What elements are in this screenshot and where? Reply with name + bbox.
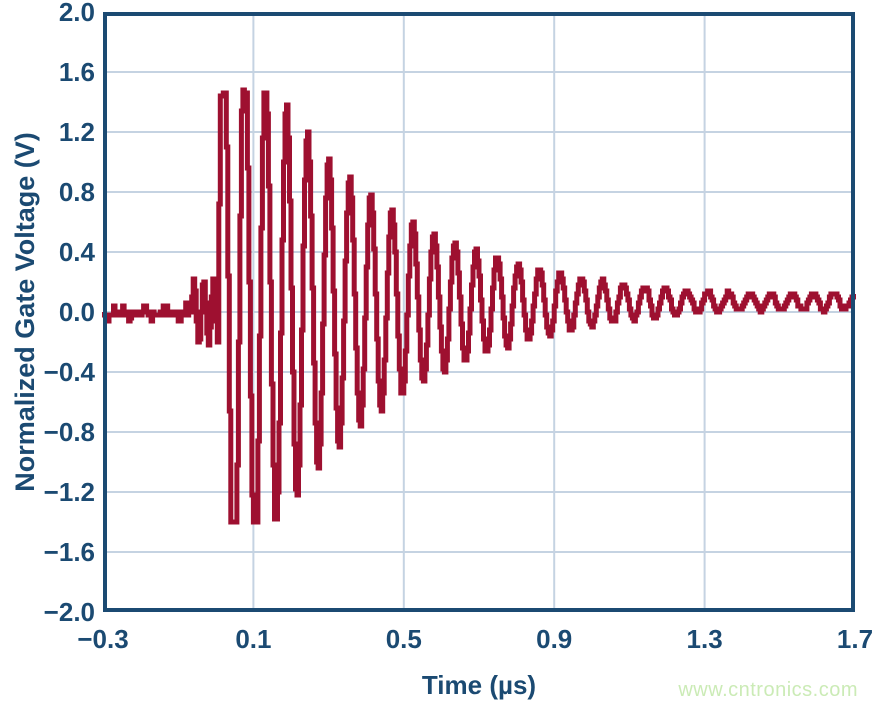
x-tick-label: 0.1 — [235, 624, 271, 654]
y-tick-label: −1.6 — [44, 537, 95, 567]
x-tick-label: −0.3 — [77, 624, 128, 654]
y-tick-label: 0.8 — [59, 177, 95, 207]
y-tick-label: −0.4 — [44, 357, 96, 387]
x-axis-title: Time (µs) — [421, 670, 537, 700]
watermark-text: www.cntronics.com — [678, 679, 858, 701]
x-tick-label: 1.7 — [837, 624, 873, 654]
y-tick-label: 0.0 — [59, 297, 95, 327]
y-tick-label: 2.0 — [59, 0, 95, 27]
y-tick-label: 1.2 — [59, 117, 95, 147]
y-tick-label: 1.6 — [59, 57, 95, 87]
y-tick-label: −2.0 — [44, 597, 95, 627]
y-tick-label: −1.2 — [44, 477, 95, 507]
y-axis-title: Normalized Gate Voltage (V) — [10, 132, 40, 492]
x-tick-label: 1.3 — [687, 624, 723, 654]
x-tick-label: 0.5 — [386, 624, 422, 654]
x-tick-label: 0.9 — [536, 624, 572, 654]
plot-frame — [103, 12, 855, 612]
y-tick-label: −0.8 — [44, 417, 95, 447]
y-tick-label: 0.4 — [59, 237, 96, 267]
waveform-trace — [102, 87, 856, 525]
